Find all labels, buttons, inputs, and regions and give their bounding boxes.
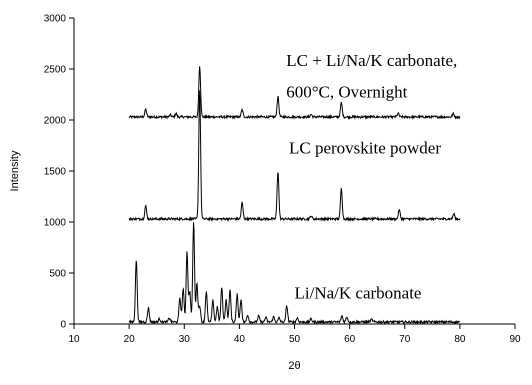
y-tick-label: 0	[60, 320, 66, 331]
y-tick-label: 1500	[44, 167, 67, 178]
x-axis: 10 20 30 40 50 60 70 80 90	[68, 323, 521, 345]
y-tick-label: 1000	[44, 218, 67, 229]
x-tick-label: 70	[399, 334, 411, 345]
series-group	[128, 66, 461, 325]
chart-annotation: LC perovskite powder	[289, 139, 441, 158]
y-tick-label: 2000	[44, 116, 67, 127]
x-tick-label: 30	[179, 334, 191, 345]
x-tick-label: 10	[68, 334, 80, 345]
chart-annotation: 600°C, Overnight	[286, 83, 407, 102]
x-tick-label: 50	[289, 334, 301, 345]
y-tick-label: 2500	[44, 65, 67, 76]
y-axis-title: Intensity	[9, 150, 21, 191]
x-tick-label: 20	[124, 334, 136, 345]
x-tick-label: 80	[454, 334, 466, 345]
x-tick-label: 40	[234, 334, 246, 345]
y-axis: 0 500 1000 1500 2000 2500 3000	[44, 14, 75, 331]
y-tick-label: 500	[49, 269, 66, 280]
chart-annotation: Li/Na/K carbonate	[295, 284, 422, 303]
series-line	[128, 66, 461, 120]
chart-annotation: LC + Li/Na/K carbonate,	[286, 51, 457, 70]
x-tick-label: 60	[344, 334, 356, 345]
series-line	[128, 222, 460, 325]
series-line	[128, 90, 461, 222]
annotations: LC + Li/Na/K carbonate, 600°C, Overnight L…	[286, 51, 457, 303]
y-tick-label: 3000	[44, 14, 67, 25]
x-axis-title: 2θ	[288, 360, 300, 372]
x-tick-label: 90	[509, 334, 521, 345]
